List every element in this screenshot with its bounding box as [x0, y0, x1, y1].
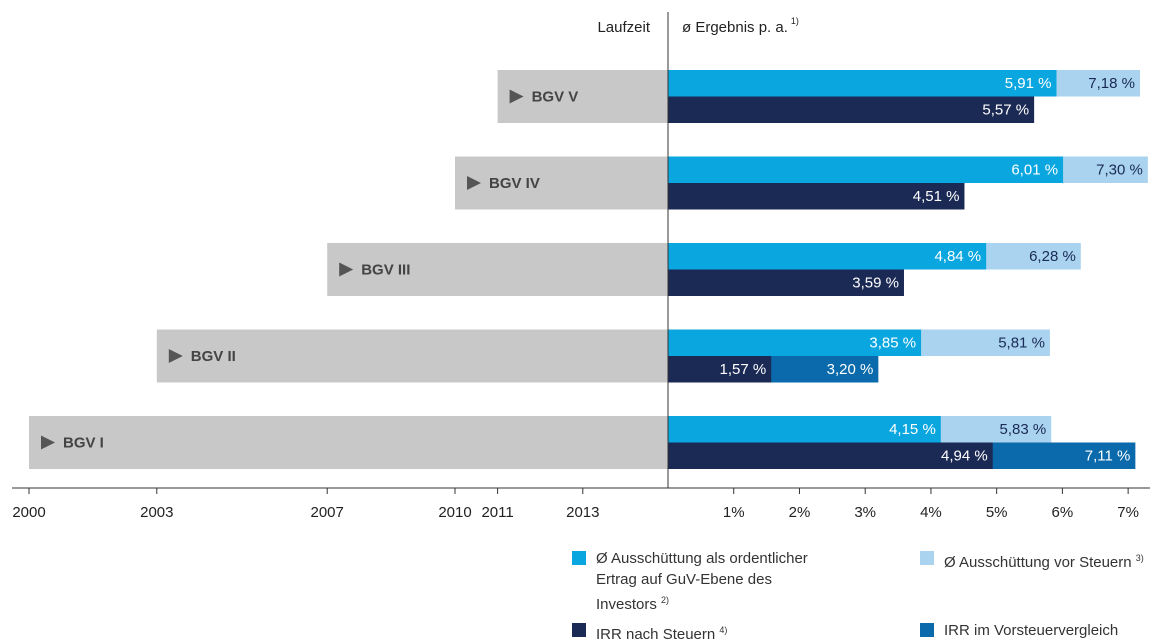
x-tick-label: 5%: [986, 504, 1008, 521]
value-label: 7,30 %: [1096, 162, 1143, 179]
x-tick-label: 2007: [311, 504, 344, 521]
left-header: Laufzeit: [597, 19, 650, 36]
x-tick-label: 2010: [438, 504, 471, 521]
header-footnote: 1): [791, 16, 799, 26]
x-tick-label: 2013: [566, 504, 599, 521]
legend-label: IRR im Vorsteuervergleich: [944, 622, 1119, 639]
right-header: ø Ergebnis p. a. 1): [682, 16, 799, 36]
bar: [668, 243, 987, 270]
value-label: 6,28 %: [1029, 248, 1076, 265]
duration-bar: [497, 70, 668, 123]
duration-bar: [455, 156, 668, 210]
value-label: 4,84 %: [934, 248, 981, 265]
legend-item: IRR nach Steuern 4): [572, 620, 822, 642]
arrow-icon: [509, 89, 524, 104]
value-label: 3,59 %: [852, 275, 899, 292]
category-label: BGV III: [361, 261, 410, 278]
value-label: 5,91 %: [1005, 75, 1052, 92]
x-tick-label: 2003: [140, 504, 173, 521]
legend-swatch: [920, 623, 934, 637]
value-label: 3,85 %: [869, 335, 916, 352]
legend-text: IRR im Vorsteuervergleich: [944, 620, 1118, 641]
legend-item: IRR im Vorsteuervergleich: [920, 620, 1170, 641]
bar: [668, 416, 941, 443]
value-label: 1,57 %: [719, 361, 766, 378]
legend-text: Ø Ausschüttung als ordentlicher Ertrag a…: [596, 548, 822, 615]
value-label: 7,18 %: [1088, 75, 1135, 92]
legend-text: Ø Ausschüttung vor Steuern 3): [944, 548, 1144, 573]
legend-swatch: [572, 623, 586, 637]
legend-footnote: 4): [719, 625, 728, 635]
value-label: 5,81 %: [998, 335, 1045, 352]
value-label: 5,57 %: [982, 102, 1029, 119]
value-label: 4,51 %: [913, 188, 960, 205]
x-tick-label: 2011: [481, 504, 513, 521]
bar: [668, 96, 1035, 123]
arrow-icon: [339, 262, 354, 277]
legend-footnote: 2): [661, 595, 670, 605]
duration-bar: [327, 243, 668, 296]
legend-swatch: [572, 551, 586, 565]
legend-label: Ø Ausschüttung als ordentlicher Ertrag a…: [596, 550, 808, 613]
legend-item: Ø Ausschüttung vor Steuern 3): [920, 548, 1170, 573]
value-label: 4,94 %: [941, 448, 988, 465]
category-label: BGV IV: [489, 175, 540, 192]
x-tick-label: 4%: [920, 504, 942, 521]
legend-text: IRR nach Steuern 4): [596, 620, 727, 642]
arrow-icon: [41, 435, 55, 450]
bar: [668, 356, 772, 383]
x-tick-label: 7%: [1117, 504, 1139, 521]
bar: [668, 269, 904, 296]
category-label: BGV V: [532, 88, 579, 105]
x-tick-label: 3%: [854, 504, 876, 521]
value-label: 7,11 %: [1085, 448, 1131, 465]
bar: [668, 70, 1057, 97]
value-label: 3,20 %: [827, 361, 874, 378]
legend-label: IRR nach Steuern: [596, 626, 716, 642]
arrow-icon: [467, 176, 481, 190]
x-tick-label: 6%: [1052, 504, 1074, 521]
duration-bar: [156, 329, 669, 383]
value-label: 4,15 %: [889, 421, 936, 438]
legend-item: Ø Ausschüttung als ordentlicher Ertrag a…: [572, 548, 822, 615]
x-tick-label: 2000: [12, 504, 45, 521]
right-header-text: ø Ergebnis p. a.: [682, 19, 788, 36]
legend-footnote: 3): [1135, 553, 1144, 563]
legend-swatch: [920, 551, 934, 565]
bar: [668, 442, 993, 469]
value-label: 6,01 %: [1011, 162, 1058, 179]
value-label: 5,83 %: [1000, 421, 1047, 438]
duration-bar: [29, 416, 668, 469]
x-tick-label: 2%: [789, 504, 811, 521]
bar: [668, 183, 965, 210]
category-label: BGV I: [63, 434, 104, 451]
bar: [668, 156, 1064, 183]
arrow-icon: [168, 349, 183, 363]
legend-label: Ø Ausschüttung vor Steuern: [944, 554, 1132, 571]
bar: [668, 329, 922, 356]
category-label: BGV II: [191, 348, 236, 365]
x-tick-label: 1%: [723, 504, 745, 521]
